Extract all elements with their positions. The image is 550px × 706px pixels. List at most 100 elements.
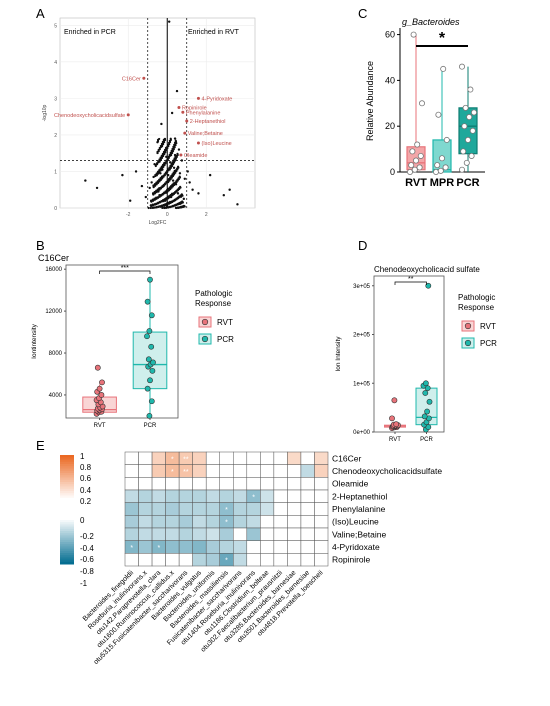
region-label-rvt: Enriched in RVT — [188, 29, 240, 36]
volcano-point — [155, 206, 158, 209]
heatmap-row-label: Valine;Betaine — [332, 529, 386, 539]
c16cer-x-tick-label: RVT — [94, 423, 106, 429]
data-point — [414, 141, 421, 148]
volcano-ytick-label: 5 — [54, 23, 57, 29]
volcano-point — [163, 164, 166, 167]
volcano-point — [175, 181, 178, 184]
volcano-point — [121, 173, 124, 177]
volcano-highlight-point — [177, 106, 181, 110]
heatmap-cell — [151, 515, 166, 529]
heatmap-cell — [246, 515, 261, 529]
volcano-point — [158, 194, 161, 197]
data-point — [410, 31, 417, 38]
heatmap-cell — [246, 477, 261, 491]
data-point — [434, 162, 441, 169]
data-point — [468, 152, 475, 159]
volcano-point — [84, 179, 87, 182]
heatmap-cell — [300, 489, 315, 503]
heatmap-cell — [314, 451, 329, 465]
heatmap-cell — [260, 515, 275, 529]
legend-gradient-positive — [60, 495, 74, 499]
data-point — [424, 385, 431, 392]
heatmap-cell — [124, 553, 139, 567]
bacteroides-y-tick-label: 40 — [385, 75, 395, 85]
heatmap-cell — [314, 489, 329, 503]
volcano-point — [178, 176, 182, 179]
volcano-xtick-label: 0 — [166, 212, 169, 218]
heatmap-cell — [260, 553, 275, 567]
data-point — [425, 282, 432, 289]
legend-swatch-point — [201, 335, 209, 343]
volcano-point — [170, 186, 173, 189]
legend-gradient-negative — [60, 531, 74, 534]
heatmap-cell — [151, 553, 166, 567]
volcano-point — [158, 201, 162, 204]
volcano-point — [163, 138, 167, 142]
data-point — [391, 397, 398, 404]
heatmap-cell — [246, 502, 261, 516]
volcano-point — [171, 174, 175, 178]
heatmap-cell — [287, 540, 302, 554]
c16cer-y-tick-label: 4000 — [49, 393, 63, 399]
heatmap-cell — [273, 477, 288, 491]
heatmap-cell — [287, 464, 302, 478]
data-point — [99, 379, 105, 386]
heatmap-cell — [138, 502, 153, 516]
heatmap-cell — [260, 477, 275, 491]
volcano-point — [164, 162, 167, 165]
heatmap-cell — [273, 540, 288, 554]
volcano-point — [162, 154, 165, 158]
legend-gradient-positive — [60, 493, 74, 496]
heatmap-cell — [219, 464, 234, 478]
volcano-point — [180, 159, 184, 162]
volcano-point — [154, 164, 157, 168]
data-point — [146, 413, 153, 419]
data-point — [409, 148, 416, 155]
volcano-point — [156, 163, 159, 166]
heatmap-cell — [165, 540, 180, 554]
data-point — [466, 114, 473, 121]
data-point — [144, 333, 150, 340]
legend-gradient-negative — [60, 555, 74, 558]
c16cer-plot-frame — [65, 264, 179, 419]
heatmap-significance-star: * — [252, 494, 255, 501]
volcano-point — [172, 148, 175, 151]
volcano-point — [169, 178, 172, 181]
legend-gradient-negative — [60, 535, 74, 539]
heatmap-cell — [151, 451, 166, 465]
data-point — [432, 168, 439, 175]
heatmap-cell — [205, 477, 220, 491]
legend-gradient-positive — [60, 479, 74, 483]
data-point — [463, 159, 470, 166]
volcano-point — [157, 181, 160, 184]
significance-marker: * — [439, 30, 446, 47]
legend-tick-label: -1 — [80, 579, 88, 588]
legend-gradient-positive — [60, 497, 74, 501]
volcano-ytick-label: 1 — [54, 169, 57, 175]
volcano-point-label: Phenylalanine — [186, 110, 221, 116]
heatmap-cell — [124, 527, 139, 541]
heatmap-cell — [300, 553, 315, 567]
volcano-point-label: Ropinirole — [182, 106, 207, 112]
volcano-point — [169, 166, 173, 169]
bacteroides-box-plot: g_Bacteroides 0 20 40 60 Relative Abundance RV… — [365, 17, 485, 189]
heatmap-significance-star: * — [225, 520, 228, 527]
volcano-point — [180, 195, 183, 198]
volcano-point — [167, 181, 170, 184]
volcano-ytick-label: 0 — [54, 206, 57, 212]
data-point — [469, 127, 476, 134]
volcano-point — [170, 152, 174, 155]
volcano-plot: -2 0 2 0 1 2 3 4 5 Enriched in PCR Enriched in RVT… — [42, 17, 256, 226]
volcano-point — [169, 138, 173, 142]
volcano-point — [159, 158, 162, 161]
volcano-point — [153, 206, 156, 209]
volcano-point — [151, 204, 155, 207]
legend-tick-label: 0.2 — [80, 497, 92, 506]
significance-marker: ** — [408, 276, 414, 283]
heatmap-significance-star: ** — [183, 456, 189, 463]
heatmap-cell — [192, 464, 207, 478]
volcano-point — [156, 151, 159, 155]
legend-gradient-negative — [60, 559, 74, 563]
heatmap-cell — [151, 477, 166, 491]
volcano-point — [236, 203, 239, 206]
